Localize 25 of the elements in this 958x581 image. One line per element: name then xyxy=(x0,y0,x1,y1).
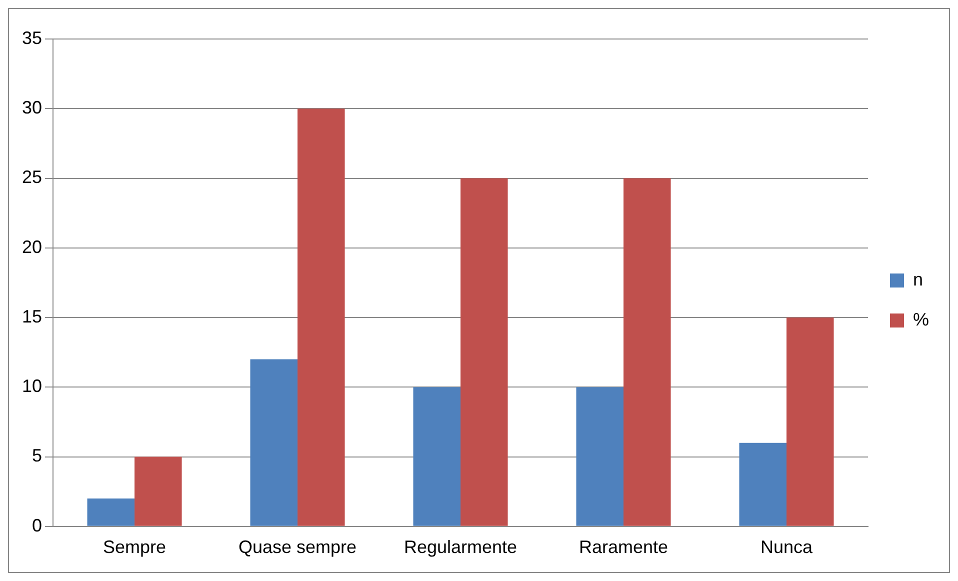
y-tick-label: 20 xyxy=(22,236,42,257)
y-tick-label: 10 xyxy=(22,376,42,396)
y-tick-label: 30 xyxy=(22,98,42,118)
bar xyxy=(298,108,345,526)
bar xyxy=(87,498,135,526)
legend-label: % xyxy=(912,309,930,330)
bar xyxy=(250,359,298,526)
x-tick-label: Raramente xyxy=(578,537,668,558)
bar xyxy=(739,442,786,526)
bar xyxy=(624,178,671,526)
y-tick-label: 5 xyxy=(32,446,42,466)
x-tick-label: Quase sempre xyxy=(238,537,357,558)
bar xyxy=(460,178,508,526)
y-tick-label: 25 xyxy=(22,167,42,188)
bar xyxy=(786,318,834,526)
y-tick-label: 15 xyxy=(22,306,42,326)
bar xyxy=(576,387,624,526)
x-tick-label: Nunca xyxy=(760,537,814,558)
x-tick-label: Sempre xyxy=(103,537,166,558)
x-tick-label: Regularmente xyxy=(404,537,518,558)
y-tick-label: 35 xyxy=(22,28,42,48)
bar xyxy=(134,456,182,526)
y-tick-label: 0 xyxy=(32,515,42,536)
legend-label: n xyxy=(912,269,924,290)
bar xyxy=(413,387,461,526)
